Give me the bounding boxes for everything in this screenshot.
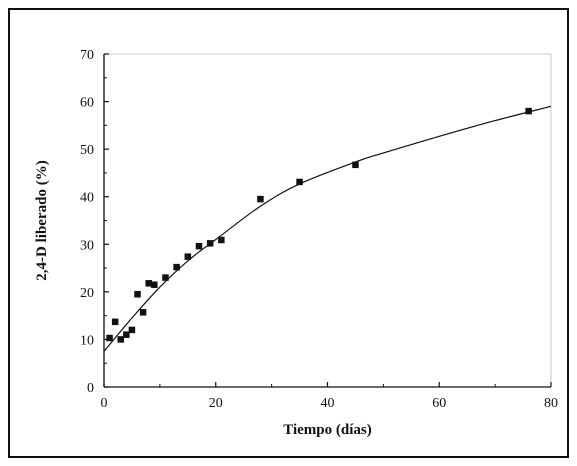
data-point <box>173 263 180 271</box>
x-tick-label: 0 <box>101 396 108 411</box>
x-axis-title: Tiempo (días) <box>283 422 371 438</box>
data-point <box>195 242 203 250</box>
data-point <box>123 331 130 338</box>
data-point <box>106 334 113 342</box>
plot-area <box>103 53 552 388</box>
x-tick-label: 60 <box>432 396 446 411</box>
y-tick-label: 40 <box>80 191 94 206</box>
data-point <box>111 318 119 326</box>
data-point <box>218 236 225 244</box>
y-tick-label: 70 <box>80 48 94 63</box>
x-tick-label: 40 <box>321 396 335 411</box>
data-point <box>162 274 169 281</box>
fit-curve-layer <box>103 105 552 352</box>
y-tick-label: 20 <box>80 286 94 301</box>
data-point <box>134 290 141 298</box>
data-point <box>117 336 125 343</box>
y-tick-label: 0 <box>87 381 94 396</box>
data-point <box>145 280 152 287</box>
x-tick-label: 20 <box>209 396 223 411</box>
data-point <box>128 326 136 334</box>
data-point <box>296 178 303 186</box>
data-point <box>257 195 264 203</box>
fit-curve <box>103 105 552 352</box>
data-point <box>206 240 214 247</box>
data-point <box>184 253 192 260</box>
y-tick-label: 30 <box>80 238 94 253</box>
data-point <box>352 161 359 169</box>
data-point <box>525 107 532 115</box>
y-axis-title: 2,4-D liberado (%) <box>34 160 50 280</box>
y-axis-ticks: 0 10 20 30 40 50 60 70 <box>80 48 109 396</box>
chart-frame <box>8 8 569 458</box>
y-tick-label: 50 <box>80 143 94 158</box>
data-point <box>151 281 158 288</box>
y-tick-label: 10 <box>80 333 94 348</box>
x-tick-label: 80 <box>544 396 558 411</box>
data-points <box>106 107 532 343</box>
x-axis-ticks: 0 20 40 60 80 <box>101 382 558 411</box>
y-tick-label: 60 <box>80 96 94 111</box>
data-point <box>139 309 147 316</box>
